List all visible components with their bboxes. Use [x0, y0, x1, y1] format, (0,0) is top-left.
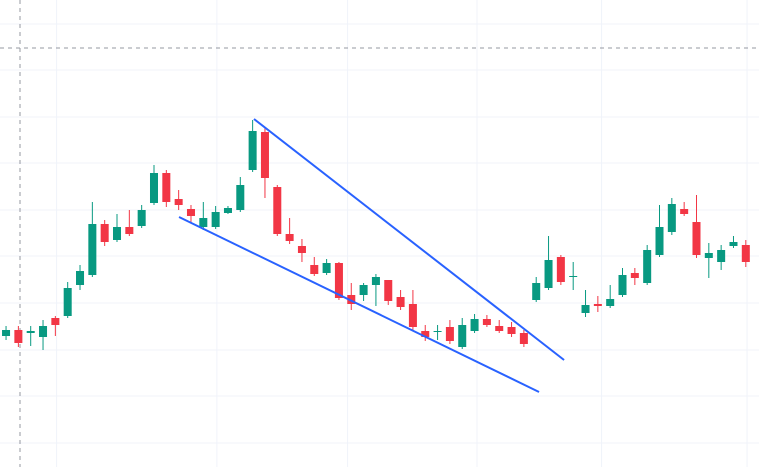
- candle-body: [470, 319, 479, 331]
- candle-body: [606, 299, 615, 306]
- candle-body: [347, 295, 356, 304]
- candle-body: [741, 245, 750, 262]
- candle-body: [211, 212, 220, 227]
- candle-body: [680, 209, 689, 214]
- candle-body: [39, 326, 48, 337]
- candle-body: [273, 187, 282, 234]
- candle-body: [51, 318, 60, 325]
- candle-body: [482, 319, 491, 325]
- candle-body: [137, 210, 146, 226]
- candle-body: [162, 173, 171, 202]
- candle-body: [692, 222, 701, 255]
- candle-body: [421, 331, 430, 337]
- candle-body: [26, 331, 35, 333]
- candle-body: [88, 224, 97, 275]
- candle-body: [495, 326, 504, 331]
- candle-body: [704, 253, 713, 258]
- candle-body: [297, 246, 306, 253]
- candle-body: [14, 330, 23, 343]
- candle-body: [125, 227, 134, 234]
- candle-body: [593, 304, 602, 306]
- candle-body: [186, 209, 195, 216]
- candle-body: [729, 242, 738, 246]
- candle-body: [458, 325, 467, 347]
- candle-body: [149, 173, 159, 203]
- candle-body: [285, 234, 294, 241]
- candle-body: [519, 333, 528, 344]
- candle-body: [199, 218, 208, 227]
- candle-body: [63, 288, 72, 316]
- candle-body: [532, 283, 541, 300]
- candle-body: [544, 260, 553, 288]
- candle-body: [334, 263, 343, 298]
- candle-body: [310, 265, 319, 274]
- candle-body: [408, 304, 417, 327]
- candle-body: [556, 257, 565, 282]
- candle-body: [445, 327, 454, 341]
- candle-body: [643, 250, 652, 283]
- candle-body: [569, 276, 578, 277]
- candle-body: [260, 132, 269, 178]
- candle-body: [371, 277, 380, 285]
- candle-body: [322, 263, 331, 273]
- candle-body: [76, 271, 85, 285]
- candle-body: [2, 330, 11, 336]
- candle-body: [618, 275, 627, 295]
- trendline: [178, 216, 540, 393]
- candle-body: [655, 227, 664, 255]
- candle-body: [248, 131, 257, 170]
- candle-body: [507, 327, 516, 334]
- candle-body: [112, 227, 122, 240]
- candle-body: [581, 305, 590, 313]
- candle-body: [359, 285, 368, 295]
- candle-body: [384, 280, 393, 301]
- candle-body: [236, 185, 245, 210]
- candle-body: [100, 224, 109, 242]
- candle-body: [717, 250, 726, 262]
- candle-body: [223, 208, 232, 213]
- candle-body: [174, 199, 183, 205]
- candle-body: [396, 297, 405, 307]
- candle-body: [667, 204, 676, 232]
- candle-body: [630, 273, 639, 278]
- candle-body: [433, 331, 442, 332]
- trendline: [253, 118, 565, 361]
